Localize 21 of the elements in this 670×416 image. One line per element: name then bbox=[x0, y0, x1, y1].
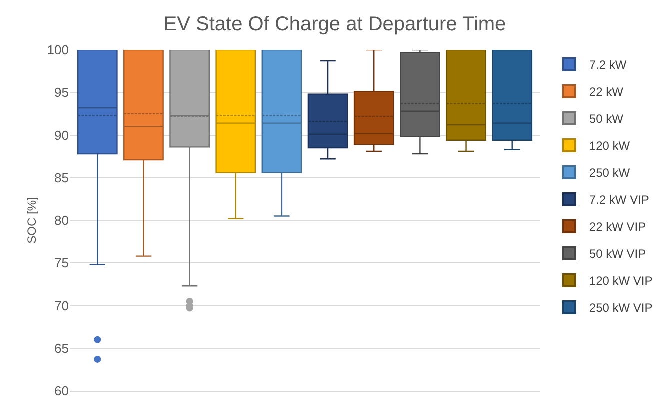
y-tick-label: 60 bbox=[54, 384, 69, 399]
legend-label: 22 kW bbox=[589, 85, 624, 100]
y-tick-label: 90 bbox=[54, 128, 69, 143]
legend-label: 120 kW bbox=[589, 139, 631, 154]
legend-label: 7.2 kW VIP bbox=[589, 193, 650, 208]
y-tick-label: 65 bbox=[54, 340, 69, 356]
y-tick-label: 95 bbox=[54, 85, 69, 100]
y-axis-title: SOC [%] bbox=[25, 197, 39, 244]
legend-label: 22 kW VIP bbox=[589, 220, 646, 234]
legend-label: 50 kW bbox=[589, 112, 624, 126]
legend-label: 50 kW VIP bbox=[589, 247, 646, 262]
legend-label: 7.2 kW bbox=[589, 58, 628, 72]
chart-title: EV State Of Charge at Departure Time bbox=[164, 14, 506, 36]
y-tick-label: 100 bbox=[47, 42, 69, 58]
y-tick-label: 85 bbox=[54, 170, 69, 186]
y-tick-label: 75 bbox=[54, 256, 69, 271]
legend-label: 120 kW VIP bbox=[589, 274, 653, 288]
legend-label: 250 kW bbox=[589, 166, 631, 180]
y-tick-label: 80 bbox=[54, 213, 69, 228]
legend-label: 250 kW VIP bbox=[589, 301, 653, 316]
y-tick-label: 70 bbox=[54, 298, 69, 314]
